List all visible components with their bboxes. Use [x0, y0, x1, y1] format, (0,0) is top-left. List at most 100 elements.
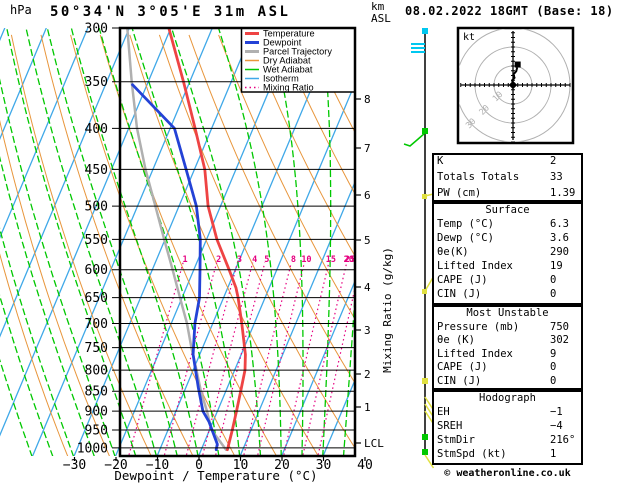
temperature-tick-label: 30 [316, 458, 332, 473]
table-row: Dewp (°C) 3.6 [434, 232, 581, 246]
wet-adiabat-line [0, 155, 95, 456]
wind-barb-hook [403, 132, 426, 147]
altitude-unit-asl: ASL [371, 12, 391, 25]
legend-label: Wet Adiabat [263, 65, 313, 75]
table-row: Lifted Index 9 [434, 348, 581, 362]
wind-barb-square [422, 434, 428, 440]
row-value: −1 [550, 406, 563, 418]
row-value: 19 [550, 260, 563, 272]
row-value: 33 [550, 171, 563, 183]
isotherm-line [0, 28, 89, 239]
pressure-tick-label: 650 [85, 291, 108, 306]
pressure-tick-label: 300 [85, 21, 108, 36]
station-title: 50°34'N 3°05'E 31m ASL [50, 4, 291, 20]
wind-barb-square [422, 28, 428, 34]
temperature-tick-label: 0 [195, 458, 203, 473]
altitude-unit-km: km [371, 0, 385, 13]
table-row: CIN (J) 0 [434, 288, 581, 302]
row-value: 6.3 [550, 218, 569, 230]
hodograph-trace [511, 67, 519, 86]
dry-adiabat-line [218, 34, 355, 321]
mixing-ratio-value-label: 10 [301, 255, 311, 265]
copyright-notice: © weatheronline.co.uk [444, 468, 571, 479]
row-value: 3.6 [550, 232, 569, 244]
temperature-curve [167, 28, 247, 452]
table-surface: Surface Temp (°C) 6.3 Dewp (°C) 3.6 θe(K) 290 L… [432, 202, 583, 305]
row-label: CIN (J) [437, 374, 482, 387]
plot-border [118, 26, 357, 458]
dry-adiabat-line [40, 34, 194, 456]
wet-adiabat-line [270, 28, 304, 456]
row-value: 0 [550, 288, 557, 300]
dry-adiabat-line [158, 34, 355, 449]
table-indices: K 2 Totals Totals 33 PW (cm) 1.39 [432, 153, 583, 202]
legend-box [240, 27, 356, 93]
row-label: Dewp (°C) [437, 232, 494, 244]
km-tick-label: 5 [364, 234, 371, 247]
row-value: 0 [550, 361, 557, 373]
legend-label: Temperature [263, 29, 315, 39]
row-label: CAPE (J) [437, 274, 488, 286]
dewpoint-curve [131, 83, 219, 452]
row-label: StmSpd (kt) [437, 448, 507, 460]
temperature-tick-label: −30 [63, 458, 86, 473]
row-label: K [437, 155, 444, 167]
table-row: θe(K) 290 [434, 246, 581, 260]
sounding-curves [126, 28, 355, 455]
row-label: Totals Totals [437, 171, 520, 183]
row-label: CAPE (J) [437, 361, 488, 373]
isotherm-line [281, 279, 355, 456]
row-label: θe (K) [437, 334, 475, 346]
table-row: Totals Totals 33 [434, 171, 581, 187]
wet-adiabat-line [25, 28, 158, 456]
legend-label: Dewpoint [263, 38, 302, 48]
wet-adiabat-line [0, 294, 54, 456]
lcl-label: LCL [364, 437, 384, 450]
dry-adiabat-line [0, 253, 69, 456]
pressure-tick-label: 750 [85, 341, 108, 356]
pressure-tick-label: 400 [85, 122, 108, 137]
altitude-axis-unit: km ASL [371, 1, 391, 25]
table-row: Pressure (mb) 750 [434, 321, 581, 335]
row-label: EH [437, 406, 450, 418]
legend-label: Parcel Trajectory [263, 47, 332, 57]
dry-adiabat-line [0, 119, 110, 456]
table-row: Temp (°C) 6.3 [434, 218, 581, 232]
mixing-ratio-line [128, 262, 184, 455]
mixing-ratio-value-label: 1 [183, 255, 188, 265]
row-value: 1 [550, 448, 557, 460]
mixing-ratio-axis-title: Mixing Ratio (g/kg) [381, 247, 394, 373]
wet-adiabat-line [6, 28, 137, 456]
dry-adiabat-line [10, 34, 152, 456]
hodograph-trace-end-marker [514, 61, 521, 68]
table-hodograph: Hodograph EH −1 SREH −4 StmDir 216° StmSpd (kt)… [432, 390, 583, 465]
pressure-tick-label: 800 [85, 364, 108, 379]
wind-barb-square [422, 378, 428, 384]
temperature-tick-label: −20 [104, 458, 127, 473]
isotherm-line [115, 28, 296, 456]
row-value: 290 [550, 246, 569, 258]
mixing-ratio-value-label: 20 [344, 255, 354, 265]
table-row: CIN (J) 0 [434, 375, 581, 389]
legend-label: Mixing Ratio [263, 83, 314, 93]
wind-barb-square [422, 128, 428, 134]
row-value: 0 [550, 274, 557, 286]
row-label: StmDir [437, 434, 475, 446]
km-tick-label: 4 [364, 281, 371, 294]
wet-adiabat-line [217, 28, 282, 456]
row-value: 750 [550, 320, 569, 333]
table-row: EH −1 [434, 406, 581, 420]
table-row: StmSpd (kt) 1 [434, 448, 581, 462]
row-label: Lifted Index [437, 260, 513, 272]
km-tick-label: 7 [364, 142, 371, 155]
table-row: Lifted Index 19 [434, 260, 581, 274]
wind-barb-square [422, 449, 428, 455]
wet-adiabat-line [170, 28, 262, 456]
pressure-tick-label: 900 [85, 405, 108, 420]
row-label: Lifted Index [437, 347, 513, 360]
wet-adiabat-line [321, 28, 332, 456]
dry-adiabat-line [99, 34, 278, 456]
row-value: −4 [550, 420, 563, 432]
